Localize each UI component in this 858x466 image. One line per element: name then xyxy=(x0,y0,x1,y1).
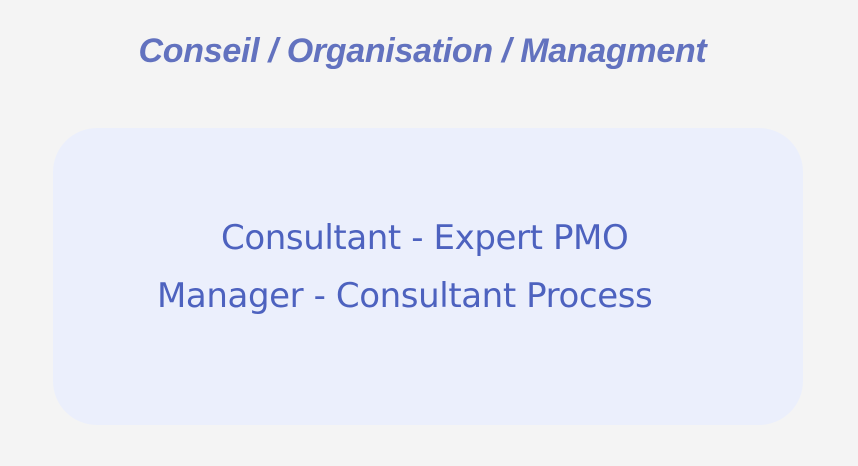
role-line: Manager - Consultant Process xyxy=(157,276,653,316)
role-line: Consultant - Expert PMO xyxy=(221,218,629,258)
content-card: Consultant - Expert PMO Manager - Consul… xyxy=(53,128,803,425)
page-title: Conseil / Organisation / Managment xyxy=(138,32,707,70)
